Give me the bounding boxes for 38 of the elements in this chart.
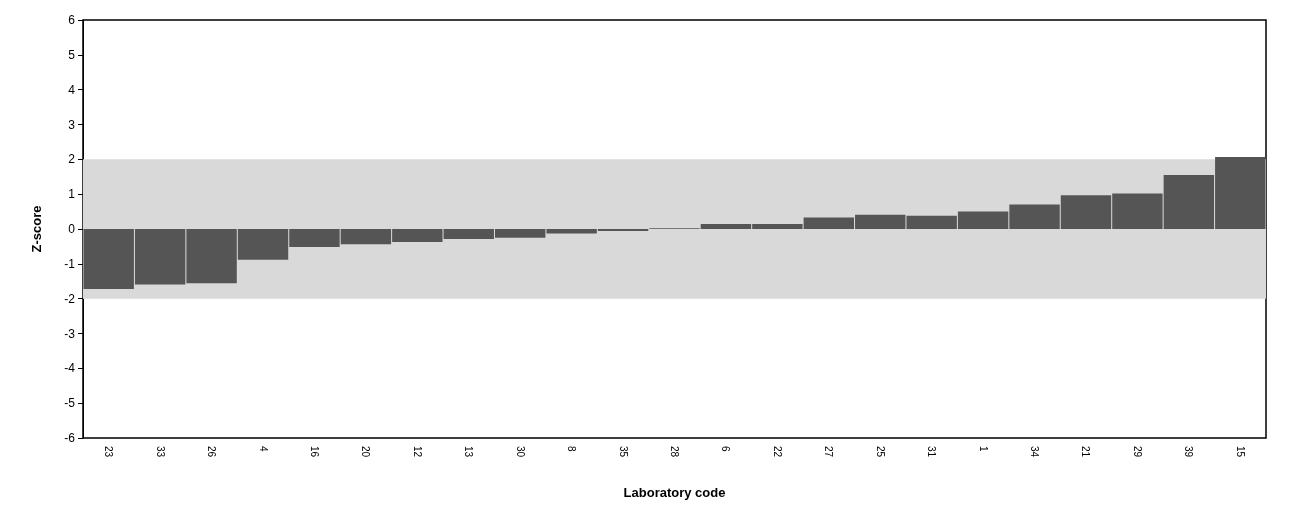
x-tick-label: 8 xyxy=(566,446,578,452)
x-tick-label: 30 xyxy=(514,446,526,458)
x-tick-label: 27 xyxy=(823,446,835,458)
y-tick-label: -6 xyxy=(64,431,76,445)
x-tick-label: 23 xyxy=(103,446,115,458)
y-tick-label: 6 xyxy=(68,13,76,27)
x-tick-label: 1 xyxy=(977,446,989,452)
y-tick-label: -4 xyxy=(64,361,76,376)
y-axis-title: Z-score xyxy=(29,205,44,253)
x-tick-label: 39 xyxy=(1183,446,1195,458)
x-tick-label: 35 xyxy=(617,446,629,458)
x-tick-label: 33 xyxy=(154,446,166,458)
x-tick-label: 6 xyxy=(720,446,732,452)
y-tick-label: 3 xyxy=(68,117,76,132)
y-tick-label: 0 xyxy=(68,222,76,236)
y-tick-label: -5 xyxy=(64,396,76,411)
x-tick-label: 26 xyxy=(206,446,218,458)
x-tick-label: 28 xyxy=(669,446,680,458)
x-tick-label: 16 xyxy=(308,446,320,458)
x-tick-label: 25 xyxy=(874,446,886,458)
x-tick-label: 29 xyxy=(1131,446,1143,458)
x-tick-label: 15 xyxy=(1234,446,1246,458)
x-tick-label: 22 xyxy=(771,446,783,458)
x-tick-label: 21 xyxy=(1080,446,1092,458)
x-tick-label: 4 xyxy=(257,446,269,452)
x-tick-label: 31 xyxy=(926,446,938,458)
y-tick-label: -1 xyxy=(64,256,76,271)
y-tick-label: -2 xyxy=(64,291,76,306)
y-tick-label: -3 xyxy=(64,326,76,341)
x-tick-label: 13 xyxy=(463,446,475,458)
y-tick-label: 1 xyxy=(68,187,76,202)
x-tick-label: 34 xyxy=(1029,446,1041,458)
x-tick-label: 12 xyxy=(411,446,423,458)
y-tick-label: 5 xyxy=(68,47,76,62)
y-tick-label: 4 xyxy=(68,82,76,97)
x-axis-title: Laboratory code xyxy=(623,485,726,500)
x-tick-label: 20 xyxy=(360,446,372,458)
y-tick-label: 2 xyxy=(68,152,76,167)
